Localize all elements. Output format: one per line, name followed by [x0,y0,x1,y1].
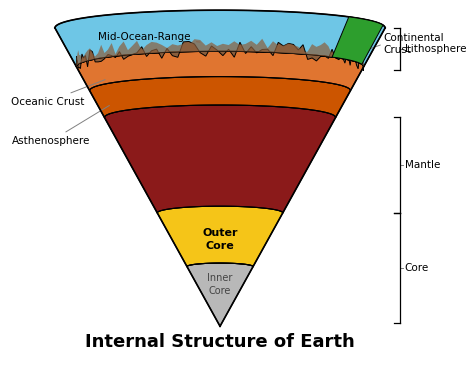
Polygon shape [157,206,283,266]
Polygon shape [76,42,364,71]
Polygon shape [332,17,383,64]
Text: Asthenosphere: Asthenosphere [11,105,109,146]
Polygon shape [76,51,364,91]
Polygon shape [55,10,385,67]
Text: Mid-Ocean-Range: Mid-Ocean-Range [99,32,200,42]
Text: Oceanic Crust: Oceanic Crust [11,80,105,107]
Polygon shape [104,105,336,213]
Text: Continental
Crust: Continental Crust [383,33,444,55]
Polygon shape [90,77,350,118]
Text: Inner
Core: Inner Core [207,273,233,296]
Polygon shape [187,263,253,326]
Polygon shape [76,39,364,67]
Text: Mantle: Mantle [405,160,440,170]
Text: Internal Structure of Earth: Internal Structure of Earth [85,334,355,351]
Text: Lithosphere: Lithosphere [405,44,466,54]
Text: Core: Core [405,263,429,273]
Text: Outer
Core: Outer Core [202,228,238,251]
